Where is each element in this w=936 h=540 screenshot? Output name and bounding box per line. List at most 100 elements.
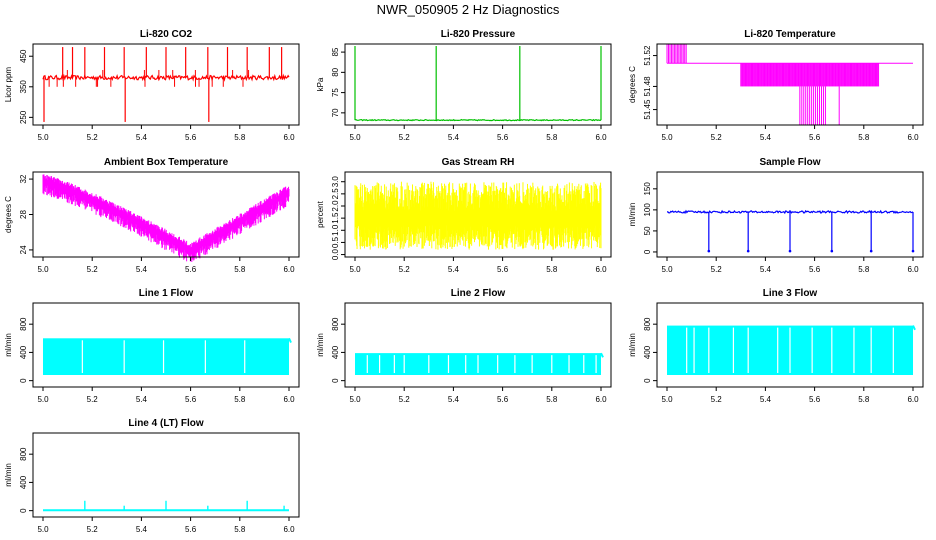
- series-line-3: [667, 325, 916, 375]
- x-tick-label: 5.6: [185, 133, 197, 142]
- y-axis-label: kPa: [316, 77, 325, 91]
- plot-frame: [656, 43, 924, 126]
- y-tick-label: 800: [331, 317, 340, 331]
- x-tick-label: 5.4: [448, 133, 460, 142]
- flow-tail: [912, 325, 916, 331]
- y-tick-label: 51.45: [643, 99, 652, 120]
- y-tick-label: 800: [643, 317, 652, 331]
- chart-panel: Sample Flow 5.0 5.2 5.4 5.6 5.8 6.0 0 50 100 150 ml…: [628, 157, 924, 274]
- chart-title: Gas Stream RH: [442, 157, 515, 168]
- x-tick-label: 5.6: [497, 265, 509, 274]
- chart-panel: Line 2 Flow 5.0 5.2 5.4 5.6 5.8 6.0 0 400 800 ml/m…: [316, 288, 612, 404]
- y-tick-label: 800: [19, 317, 28, 331]
- flow-drop-point: [746, 249, 750, 253]
- chart-panel: Line 3 Flow 5.0 5.2 5.4 5.6 5.8 6.0 0 400 800 ml/m…: [628, 288, 924, 404]
- y-tick-label: 400: [331, 345, 340, 359]
- x-tick-label: 5.8: [234, 395, 246, 404]
- chart-title: Sample Flow: [759, 157, 820, 168]
- y-tick-label: 24: [19, 245, 28, 254]
- chart-title: Li-820 CO2: [140, 29, 193, 40]
- x-tick-label: 5.8: [546, 265, 558, 274]
- x-tick-label: 5.2: [711, 133, 723, 142]
- x-tick-label: 5.4: [448, 395, 460, 404]
- x-tick-label: 5.8: [858, 265, 870, 274]
- chart-panel: Gas Stream RH 5.0 5.2 5.4 5.6 5.8 6.0 0.00.51.0…: [316, 157, 612, 274]
- x-tick-label: 6.0: [595, 265, 607, 274]
- x-tick-label: 5.0: [349, 265, 361, 274]
- data-line: [667, 209, 914, 215]
- x-tick-label: 5.6: [809, 265, 821, 274]
- chart-title: Ambient Box Temperature: [104, 157, 229, 168]
- y-tick-label: 0.0: [331, 248, 340, 260]
- x-tick-label: 5.0: [37, 525, 49, 534]
- x-tick-label: 5.4: [760, 265, 772, 274]
- x-axis: 5.0 5.2 5.4 5.6 5.8 6.0: [37, 387, 295, 404]
- x-axis: 5.0 5.2 5.4 5.6 5.8 6.0: [661, 387, 919, 404]
- x-tick-label: 5.8: [234, 525, 246, 534]
- series-co2: [42, 47, 290, 122]
- x-tick-label: 5.8: [234, 265, 246, 274]
- x-axis: 5.0 5.2 5.4 5.6 5.8 6.0: [349, 257, 607, 274]
- y-tick-label: 350: [19, 80, 28, 94]
- x-tick-label: 5.4: [136, 133, 148, 142]
- y-tick-label: 50: [643, 226, 652, 235]
- plot-frame: [32, 43, 300, 126]
- y-axis: 0 400 800: [19, 317, 33, 383]
- y-tick-label: 400: [19, 345, 28, 359]
- y-axis-label: ml/min: [4, 463, 13, 487]
- series-sample-flow: [667, 209, 915, 253]
- y-axis-label: degrees C: [4, 196, 13, 233]
- y-tick-label: 2.0: [331, 200, 340, 212]
- chart-title: Line 4 (LT) Flow: [128, 418, 204, 429]
- x-tick-label: 6.0: [283, 395, 295, 404]
- chart-panel: Ambient Box Temperature 5.0 5.2 5.4 5.6 5.8 6.…: [4, 157, 300, 274]
- x-tick-label: 6.0: [283, 133, 295, 142]
- x-tick-label: 5.8: [234, 133, 246, 142]
- y-tick-label: 1.5: [331, 212, 340, 224]
- y-tick-label: 28: [19, 210, 28, 219]
- y-axis-label: ml/min: [628, 333, 637, 357]
- y-tick-label: 250: [19, 110, 28, 124]
- x-tick-label: 5.0: [661, 265, 673, 274]
- y-axis-label: Licor ppm: [4, 67, 13, 102]
- y-tick-label: 0: [643, 378, 652, 383]
- x-axis: 5.0 5.2 5.4 5.6 5.8 6.0: [349, 125, 607, 142]
- plot-frame: [656, 302, 924, 388]
- chart-title: Line 1 Flow: [139, 288, 194, 299]
- x-tick-label: 6.0: [595, 395, 607, 404]
- y-axis: 24 28 32: [19, 174, 33, 254]
- flow-drop-point: [830, 249, 834, 253]
- flow-tail: [600, 352, 604, 358]
- x-tick-label: 5.2: [87, 395, 99, 404]
- x-tick-label: 5.4: [136, 525, 148, 534]
- x-tick-label: 5.0: [349, 133, 361, 142]
- x-tick-label: 5.6: [809, 133, 821, 142]
- x-tick-label: 5.0: [37, 133, 49, 142]
- x-tick-label: 5.6: [185, 265, 197, 274]
- x-tick-label: 5.2: [711, 265, 723, 274]
- series-line-2: [355, 352, 604, 375]
- y-axis-label: percent: [316, 200, 325, 227]
- y-tick-label: 3.0: [331, 176, 340, 188]
- chart-title: Line 2 Flow: [451, 288, 506, 299]
- y-axis-label: ml/min: [316, 333, 325, 357]
- flow-drop-point: [788, 249, 792, 253]
- x-tick-label: 5.0: [661, 133, 673, 142]
- x-tick-label: 5.4: [136, 395, 148, 404]
- x-tick-label: 5.8: [546, 133, 558, 142]
- chart-title: Line 3 Flow: [763, 288, 818, 299]
- x-tick-label: 5.0: [37, 265, 49, 274]
- chart-panel: Li-820 Pressure 5.0 5.2 5.4 5.6 5.8 6.0 70 75 80 8…: [316, 29, 612, 142]
- chart-title: Li-820 Temperature: [744, 29, 836, 40]
- y-axis-label: ml/min: [628, 203, 637, 227]
- y-tick-label: 0: [19, 508, 28, 513]
- y-tick-label: 1.0: [331, 224, 340, 236]
- y-tick-label: 150: [643, 182, 652, 196]
- plot-frame: [32, 302, 300, 388]
- x-axis: 5.0 5.2 5.4 5.6 5.8 6.0: [37, 257, 295, 274]
- chart-panel: Li-820 CO2 5.0 5.2 5.4 5.6 5.8 6.0 250 350 450 Lic…: [4, 29, 300, 142]
- y-tick-label: 32: [19, 174, 28, 183]
- y-axis: 0 400 800: [643, 317, 657, 383]
- x-tick-label: 5.2: [399, 133, 411, 142]
